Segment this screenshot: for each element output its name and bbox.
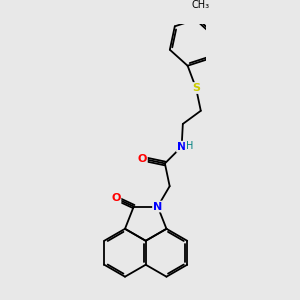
Text: N: N (153, 202, 162, 212)
Text: O: O (111, 193, 121, 203)
Text: N: N (177, 142, 186, 152)
Text: O: O (137, 154, 147, 164)
Text: H: H (186, 141, 193, 151)
Text: S: S (192, 83, 200, 93)
Text: CH₃: CH₃ (191, 0, 210, 10)
